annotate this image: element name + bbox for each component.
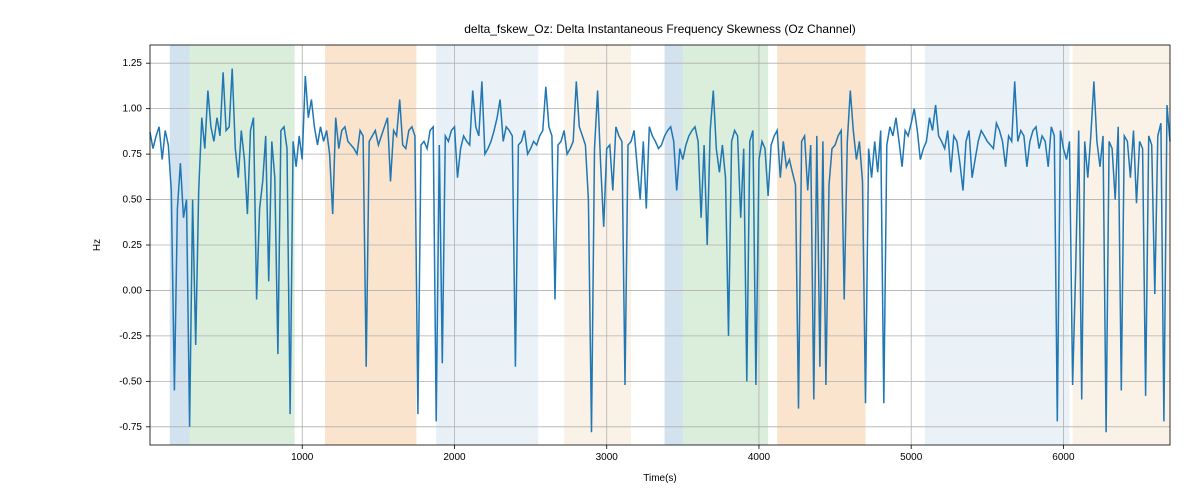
x-tick-label: 2000 xyxy=(443,452,466,463)
y-tick-label: -0.25 xyxy=(119,331,142,342)
x-tick-label: 1000 xyxy=(291,452,314,463)
y-tick-label: 1.25 xyxy=(123,58,143,69)
y-tick-label: 0.50 xyxy=(123,195,143,206)
line-chart-container: 1000 2000 3000 4000 5000 6000 -0.75 -0.50 -0.25 0… xyxy=(0,0,1200,500)
x-tick-label: 6000 xyxy=(1052,452,1075,463)
y-tick-label: 0.00 xyxy=(123,285,143,296)
x-tick-label: 4000 xyxy=(748,452,771,463)
y-tick-label: 0.75 xyxy=(123,149,143,160)
chart-svg: 1000 2000 3000 4000 5000 6000 -0.75 -0.50 -0.25 0… xyxy=(0,0,1200,500)
y-axis-label: Hz xyxy=(92,239,103,251)
y-tick-label: 1.00 xyxy=(123,104,143,115)
x-tick-label: 5000 xyxy=(900,452,923,463)
y-tick-label: -0.50 xyxy=(119,376,142,387)
y-tick-label: -0.75 xyxy=(119,422,142,433)
chart-title: delta_fskew_Oz: Delta Instantaneous Freq… xyxy=(464,22,856,36)
y-tick-label: 0.25 xyxy=(123,240,143,251)
x-axis-label: Time(s) xyxy=(643,473,677,484)
x-tick-label: 3000 xyxy=(596,452,619,463)
